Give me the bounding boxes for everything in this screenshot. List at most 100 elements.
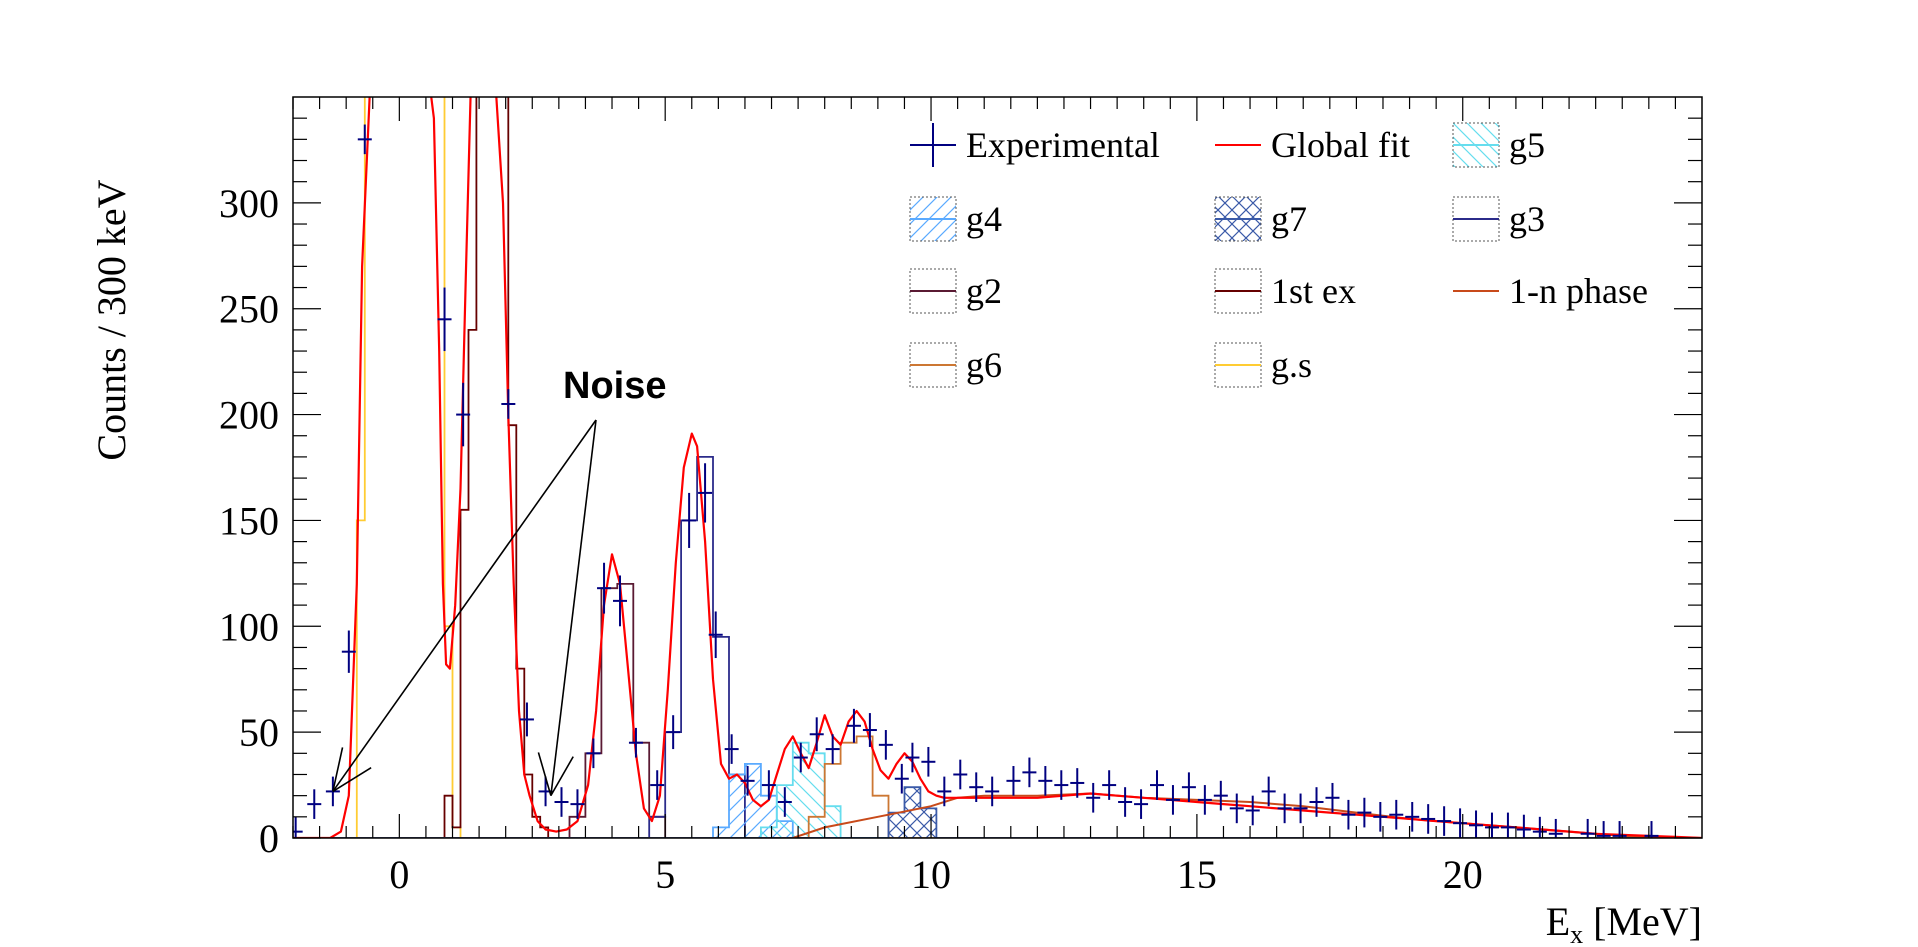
data-point: [1516, 814, 1531, 838]
data-point: [682, 492, 697, 548]
legend-swatch: [1214, 342, 1262, 388]
data-point: [1421, 804, 1436, 834]
data-point: [1022, 757, 1037, 788]
data-point: [1532, 816, 1547, 838]
data-point: [1357, 797, 1372, 828]
data-point: [341, 630, 356, 673]
component-g2: [293, 583, 1702, 838]
data-point: [1341, 799, 1356, 830]
data-point: [985, 776, 1000, 807]
data-point: [698, 463, 713, 523]
data-point: [650, 770, 665, 800]
legend-entry-1st-ex: 1st ex: [1214, 268, 1356, 314]
noise-arrowhead: [537, 752, 552, 796]
data-point: [921, 746, 936, 777]
data-point: [1054, 770, 1069, 800]
legend-entry-g4: g4: [909, 196, 1002, 242]
legend-entry-g6: g6: [909, 342, 1002, 388]
component-histograms: [293, 97, 1702, 838]
data-point: [1325, 782, 1340, 813]
legend-label: Experimental: [966, 125, 1160, 165]
plot-frame: [292, 96, 1703, 839]
data-point: [570, 789, 585, 819]
component-1st-ex: [293, 97, 1702, 838]
data-point: [761, 770, 776, 800]
data-point: [1134, 789, 1149, 819]
legend-swatch: [1452, 196, 1500, 242]
global-fit-curve: [293, 97, 1702, 838]
data-point: [1102, 770, 1117, 800]
x-tick-label: 0: [389, 852, 409, 897]
component-g5: [293, 741, 1702, 838]
legend: Experimental Global fit g5 g4 g7 g3 g2 1st ex 1-…: [909, 122, 1648, 388]
data-point: [953, 759, 968, 790]
data-point: [666, 715, 681, 750]
data-point: [905, 742, 920, 773]
data-point: [1181, 772, 1196, 803]
legend-entry-experimental: Experimental: [910, 123, 1160, 167]
data-point: [969, 772, 984, 803]
component-g-s: [293, 97, 1702, 838]
data-point: [1086, 782, 1101, 813]
y-tick-label: 50: [239, 710, 279, 755]
noise-arrowhead: [332, 747, 344, 792]
data-point: [740, 766, 755, 796]
y-tick-label: 250: [219, 287, 279, 332]
data-point: [612, 575, 627, 627]
data-point: [519, 702, 534, 737]
data-point: [1118, 787, 1133, 817]
component-g6: [293, 735, 1702, 838]
data-point: [1277, 793, 1292, 824]
legend-entry-global-fit: Global fit: [1215, 125, 1410, 165]
legend-swatch: [909, 196, 957, 242]
data-point: [1484, 812, 1499, 838]
data-point: [1038, 766, 1053, 796]
data-point: [878, 730, 893, 760]
data-point: [825, 734, 840, 764]
noise-arrowhead: [550, 756, 574, 797]
data-point: [1229, 793, 1244, 824]
data-point: [1373, 802, 1388, 832]
data-point: [357, 124, 372, 155]
legend-swatch: [909, 268, 957, 314]
legend-label: 1-n phase: [1509, 271, 1648, 311]
legend-swatch: [1452, 122, 1500, 168]
data-point: [937, 776, 952, 807]
data-point: [793, 742, 808, 773]
data-point: [1070, 768, 1085, 798]
legend-swatch: [1214, 268, 1262, 314]
experimental-points: [293, 124, 1659, 838]
legend-entry-g7: g7: [1214, 196, 1307, 242]
data-point: [501, 389, 516, 419]
legend-label: g4: [966, 199, 1002, 239]
y-tick-label: 0: [259, 816, 279, 861]
legend-label: g7: [1271, 199, 1307, 239]
legend-label: g5: [1509, 125, 1545, 165]
data-point: [708, 611, 723, 659]
data-point: [1293, 793, 1308, 824]
component-g3: [293, 456, 1702, 838]
data-point: [586, 738, 601, 769]
data-point: [1197, 785, 1212, 815]
fit-curves: [293, 97, 1702, 838]
noise-arrowhead: [332, 767, 372, 793]
data-point: [724, 734, 739, 764]
data-point: [456, 382, 471, 447]
legend-swatch: [1214, 196, 1262, 242]
data-point: [597, 562, 612, 614]
legend-label: g3: [1509, 199, 1545, 239]
data-point: [1245, 795, 1260, 826]
data-point: [777, 787, 792, 817]
legend-label: 1st ex: [1271, 271, 1356, 311]
legend-entry-g5: g5: [1452, 122, 1545, 168]
legend-entry-g2: g2: [909, 268, 1002, 314]
data-point: [1261, 776, 1276, 807]
x-axis-title: Ex [MeV]: [1546, 899, 1702, 947]
data-point: [293, 816, 303, 838]
legend-label: g6: [966, 345, 1002, 385]
data-point: [1580, 818, 1595, 838]
noise-label: Noise: [563, 365, 666, 407]
data-point: [894, 763, 909, 794]
data-point: [846, 708, 861, 743]
data-point: [1469, 810, 1484, 838]
